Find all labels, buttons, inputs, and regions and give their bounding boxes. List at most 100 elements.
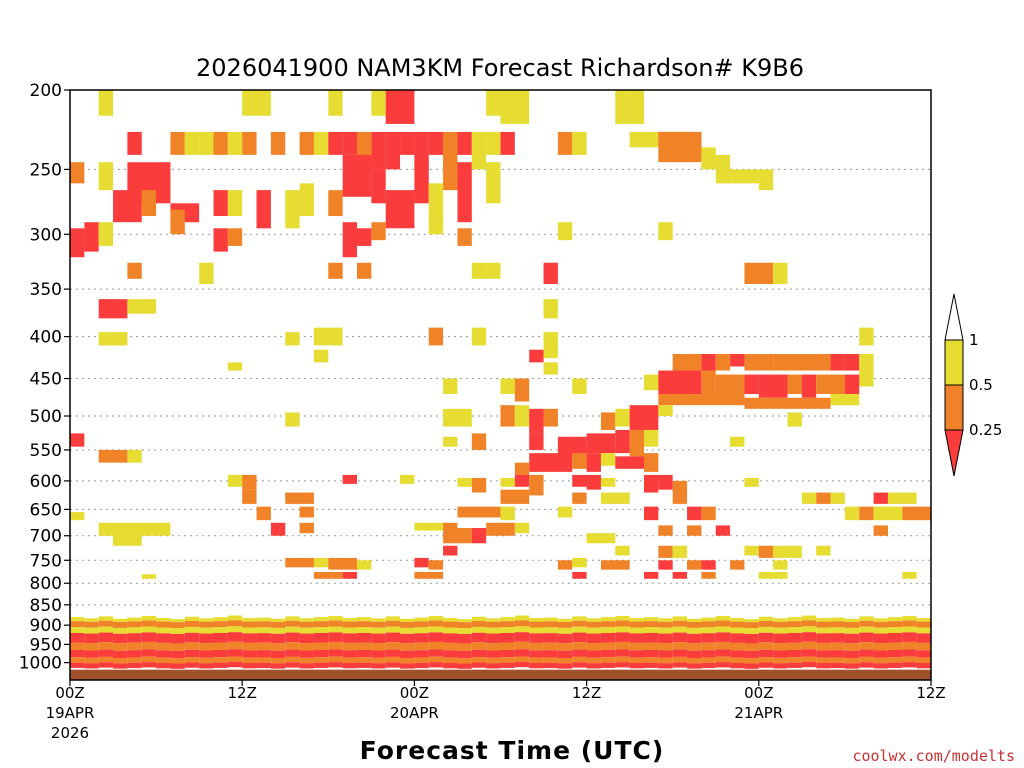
boundary-layer-cell xyxy=(227,632,243,642)
boundary-layer-cell xyxy=(730,642,745,651)
boundary-layer-cell xyxy=(270,643,286,651)
boundary-layer-cell xyxy=(256,657,271,663)
heatmap-cell xyxy=(127,299,157,314)
boundary-layer-cell xyxy=(887,617,903,622)
boundary-layer-cell xyxy=(443,642,458,651)
boundary-layer-cell xyxy=(242,627,257,634)
heatmap-cell xyxy=(758,374,788,398)
heatmap-cell xyxy=(342,222,357,258)
boundary-layer-cell xyxy=(84,633,99,644)
boundary-layer-cell xyxy=(313,621,329,628)
heatmap-cell xyxy=(371,222,386,241)
heatmap-cell xyxy=(98,332,128,346)
boundary-layer-cell xyxy=(543,627,558,634)
boundary-layer-cell xyxy=(658,643,673,651)
boundary-layer-cell xyxy=(285,620,300,627)
heatmap-cell xyxy=(328,131,343,155)
boundary-layer-cell xyxy=(500,662,515,668)
boundary-layer-cell xyxy=(672,642,688,650)
boundary-layer-cell xyxy=(457,622,472,629)
boundary-layer-cell xyxy=(113,650,128,658)
heatmap-cell xyxy=(572,557,587,568)
boundary-layer-cell xyxy=(615,615,630,621)
heatmap-cell xyxy=(141,190,157,217)
boundary-layer-cell xyxy=(127,657,142,663)
heatmap-cell xyxy=(486,262,501,279)
heatmap-cell xyxy=(414,131,429,170)
boundary-layer-cell xyxy=(256,617,271,622)
heatmap-cell xyxy=(113,533,142,546)
boundary-layer-cell xyxy=(471,657,487,663)
heatmap-cell xyxy=(213,131,228,155)
heatmap-cell xyxy=(672,480,688,493)
heatmap-cell xyxy=(658,131,702,163)
boundary-layer-cell xyxy=(170,622,185,629)
x-tick-time: 00Z xyxy=(55,684,84,702)
boundary-layer-cell xyxy=(916,657,931,663)
x-tick-date: 21APR xyxy=(734,704,783,722)
boundary-layer-cell xyxy=(902,615,917,621)
heatmap-cell xyxy=(744,477,759,487)
boundary-layer-cell xyxy=(543,650,558,658)
boundary-layer-cell xyxy=(586,633,601,644)
heatmap-cell xyxy=(471,154,487,170)
boundary-layer-cell xyxy=(902,632,917,642)
heatmap-cell xyxy=(572,453,587,469)
credit-text: coolwx.com/modelts xyxy=(852,747,1015,765)
boundary-layer-cell xyxy=(199,621,214,628)
heatmap-cell xyxy=(687,506,702,521)
boundary-layer-cell xyxy=(98,642,114,650)
boundary-layer-cell xyxy=(313,657,329,663)
boundary-layer-cell xyxy=(844,621,860,628)
boundary-layer-cell xyxy=(256,662,271,669)
boundary-layer-cell xyxy=(84,627,99,634)
boundary-layer-cell xyxy=(313,662,329,668)
boundary-layer-cell xyxy=(270,650,286,658)
boundary-layer-cell xyxy=(70,627,85,633)
heatmap-cell xyxy=(184,131,200,155)
boundary-layer-cell xyxy=(328,656,343,663)
boundary-layer-cell xyxy=(428,615,444,621)
boundary-layer-cell xyxy=(342,657,357,663)
boundary-layer-cell xyxy=(859,632,874,643)
heatmap-cell xyxy=(744,353,774,371)
boundary-layer-cell xyxy=(270,627,286,634)
x-axis-ticks: 00Z 19APR 2026 12Z 00Z 20APR 12Z 00Z 21APR 12Z xyxy=(46,680,946,742)
boundary-layer-cell xyxy=(500,649,515,658)
boundary-layer-cell xyxy=(170,643,185,651)
boundary-layer-cell xyxy=(313,649,329,658)
boundary-layer-cell xyxy=(787,662,802,668)
heatmap-cell xyxy=(428,327,444,346)
boundary-layer-cell xyxy=(270,621,286,628)
boundary-layer-cell xyxy=(156,621,171,628)
boundary-layer-cell xyxy=(299,643,314,651)
heatmap-cell xyxy=(486,90,501,116)
boundary-layer-cell xyxy=(801,620,817,627)
heatmap-cell xyxy=(199,131,214,155)
heatmap-cell xyxy=(170,209,185,235)
boundary-layer-cell xyxy=(816,633,831,643)
boundary-layer-cell xyxy=(342,621,357,628)
boundary-layer-cell xyxy=(443,633,458,643)
boundary-layer-cell xyxy=(242,662,257,669)
boundary-layer-cell xyxy=(357,662,372,668)
boundary-layer-cell xyxy=(371,627,386,634)
boundary-layer-cell xyxy=(887,621,903,628)
heatmap-cell xyxy=(644,131,659,148)
boundary-layer-cell xyxy=(242,621,257,628)
boundary-layer-cell xyxy=(428,662,444,668)
heatmap-cell xyxy=(715,154,731,184)
heatmap-cell xyxy=(213,228,228,252)
boundary-layer-cell xyxy=(816,662,831,669)
x-tick-time: 12Z xyxy=(916,684,945,702)
boundary-layer-cell xyxy=(672,656,688,663)
boundary-layer-cell xyxy=(644,657,659,663)
heatmap-cell xyxy=(557,436,587,457)
heatmap-cell xyxy=(801,374,817,398)
boundary-layer-cell xyxy=(600,621,616,628)
boundary-layer-cell xyxy=(313,617,329,622)
heatmap-cell xyxy=(141,574,157,579)
heatmap-cell xyxy=(744,374,759,395)
heatmap-cell xyxy=(816,492,831,504)
boundary-layer-cell xyxy=(887,632,903,643)
